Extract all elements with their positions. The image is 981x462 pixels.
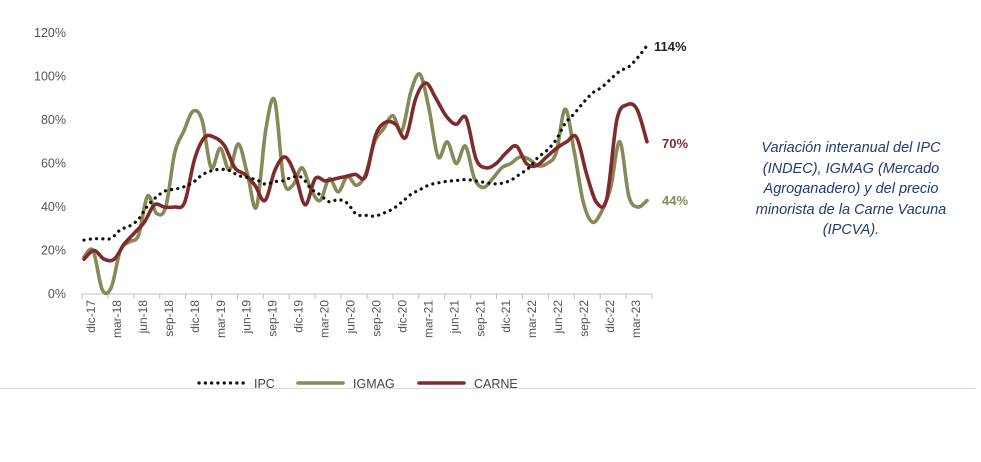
end-label-carne: 70% bbox=[662, 136, 688, 151]
x-tick-label: sep-20 bbox=[369, 300, 383, 337]
x-tick-label: sep-18 bbox=[162, 300, 176, 337]
y-tick-label: 100% bbox=[34, 70, 66, 84]
legend: IPC IGMAG CARNE bbox=[197, 377, 518, 391]
x-tick-label: dic-20 bbox=[395, 300, 409, 333]
end-label-ipc: 114% bbox=[654, 39, 687, 54]
x-tick-label: jun-22 bbox=[551, 300, 565, 335]
end-labels: 114% 44% 70% bbox=[654, 39, 688, 208]
y-tick-label: 0% bbox=[48, 287, 66, 301]
x-tick-label: dic-18 bbox=[188, 300, 202, 333]
y-tick-label: 60% bbox=[41, 157, 66, 171]
y-tick-label: 40% bbox=[41, 200, 66, 214]
legend-label-igmag: IGMAG bbox=[353, 377, 395, 391]
y-tick-label: 20% bbox=[41, 244, 66, 258]
series-line-igmag bbox=[82, 72, 649, 296]
y-tick-label: 80% bbox=[41, 113, 66, 127]
x-tick-label: jun-19 bbox=[240, 300, 254, 335]
chart-caption: Variación interanual del IPC (INDEC), IG… bbox=[755, 140, 947, 238]
series-line-carne bbox=[82, 81, 649, 263]
end-label-igmag: 44% bbox=[662, 193, 688, 208]
series-line-ipc bbox=[82, 44, 649, 242]
x-tick-label: mar-20 bbox=[318, 300, 332, 338]
y-axis: 0% 20% 40% 60% 80% 100% 120% bbox=[34, 26, 66, 301]
x-tick-label: dic-19 bbox=[292, 300, 306, 333]
divider bbox=[0, 388, 975, 389]
x-tick-label: sep-19 bbox=[266, 300, 280, 337]
x-tick-label: mar-23 bbox=[629, 300, 643, 338]
x-tick-label: jun-18 bbox=[136, 300, 150, 335]
legend-label-carne: CARNE bbox=[474, 377, 518, 391]
x-tick-label: jun-20 bbox=[344, 300, 358, 335]
series-lines bbox=[82, 44, 649, 296]
line-chart: 0% 20% 40% 60% 80% 100% 120% dic-17 mar-18 jun-1… bbox=[34, 26, 688, 391]
x-tick-label: dic-22 bbox=[603, 300, 617, 333]
x-tick-label: sep-21 bbox=[473, 300, 487, 337]
x-tick-label: mar-18 bbox=[110, 300, 124, 338]
x-tick-label: dic-21 bbox=[499, 300, 513, 333]
x-tick-label: jun-21 bbox=[447, 300, 461, 335]
y-tick-label: 120% bbox=[34, 26, 66, 40]
x-axis: dic-17 mar-18 jun-18 sep-18 dic-18 mar-19 jun-… bbox=[81, 293, 653, 338]
x-tick-label: mar-19 bbox=[214, 300, 228, 338]
x-tick-label: dic-17 bbox=[84, 300, 98, 333]
legend-label-ipc: IPC bbox=[254, 377, 275, 391]
x-tick-label: mar-22 bbox=[525, 300, 539, 338]
x-tick-label: sep-22 bbox=[577, 300, 591, 337]
x-tick-label: mar-21 bbox=[421, 300, 435, 338]
